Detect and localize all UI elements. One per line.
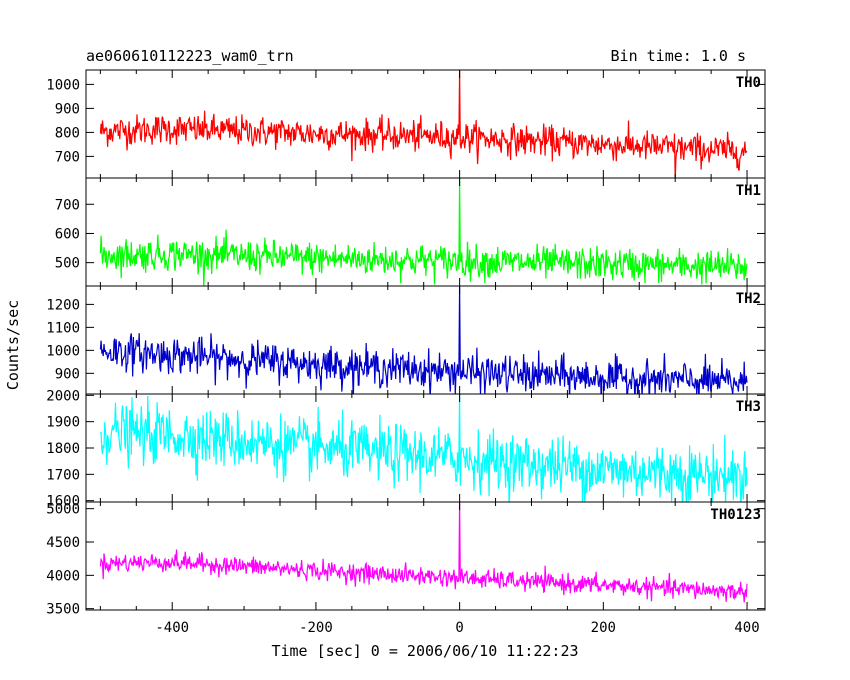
y-tick-label: 2000 (46, 388, 80, 404)
y-tick-label: 700 (55, 197, 80, 213)
x-axis-label: Time [sec] 0 = 2006/06/10 11:22:23 (271, 642, 578, 660)
panel-label: TH0123 (710, 507, 761, 523)
y-tick-label: 1700 (46, 467, 80, 483)
panel-label: TH0 (736, 75, 761, 91)
y-tick-label: 3500 (46, 602, 80, 618)
y-tick-label: 700 (55, 149, 80, 165)
series-line-th0 (99, 70, 748, 178)
y-tick-label: 5000 (46, 502, 80, 518)
y-tick-label: 4000 (46, 568, 80, 584)
x-tick-label: 400 (734, 620, 759, 636)
y-tick-label: 600 (55, 226, 80, 242)
y-tick-label: 1100 (46, 320, 80, 336)
panel-th0123: 3500 4000 4500 5000 TH0123 (46, 501, 766, 618)
panel-th1: 500 600 700 TH1 (55, 177, 766, 287)
panel-label: TH3 (736, 399, 761, 415)
y-tick-label: 1900 (46, 415, 80, 431)
y-tick-label: 4500 (46, 535, 80, 551)
panel-frame (85, 393, 766, 503)
y-tick-label: 1000 (46, 343, 80, 359)
panel-th0: 700 800 900 1000 TH0 (46, 69, 766, 179)
y-tick-label: 1200 (46, 297, 80, 313)
panel-th2: 900 1000 1100 1200 TH2 (46, 285, 766, 395)
chart-title: ae060610112223_wam0_trn (86, 47, 294, 65)
panel-th3: 1600 1700 1800 1900 2000 TH3 (46, 388, 766, 510)
series-line-th2 (99, 286, 748, 394)
x-tick-label: 200 (591, 620, 616, 636)
x-tick-label: 0 (455, 620, 463, 636)
y-tick-label: 1000 (46, 77, 80, 93)
y-tick-label: 900 (55, 366, 80, 382)
series-line-th0123 (99, 502, 748, 603)
y-axis-label: Counts/sec (4, 300, 22, 390)
bin-time-label: Bin time: 1.0 s (611, 47, 746, 65)
y-tick-label: 1600 (46, 494, 80, 510)
panel-label: TH2 (736, 291, 761, 307)
series-line-th1 (99, 178, 748, 286)
y-tick-label: 500 (55, 256, 80, 272)
y-tick-label: 1800 (46, 441, 80, 457)
y-tick-label: 900 (55, 101, 80, 117)
panel-frame (85, 69, 766, 179)
x-tick-label: -200 (299, 620, 333, 636)
x-tick-label: -400 (155, 620, 189, 636)
panel-frame (85, 501, 766, 611)
y-tick-label: 800 (55, 125, 80, 141)
panels-group: 700 800 900 1000 TH0 500 600 700 TH1 900 1000 1100 1… (46, 69, 766, 636)
panel-label: TH1 (736, 183, 761, 199)
series-line-th3 (99, 394, 748, 502)
